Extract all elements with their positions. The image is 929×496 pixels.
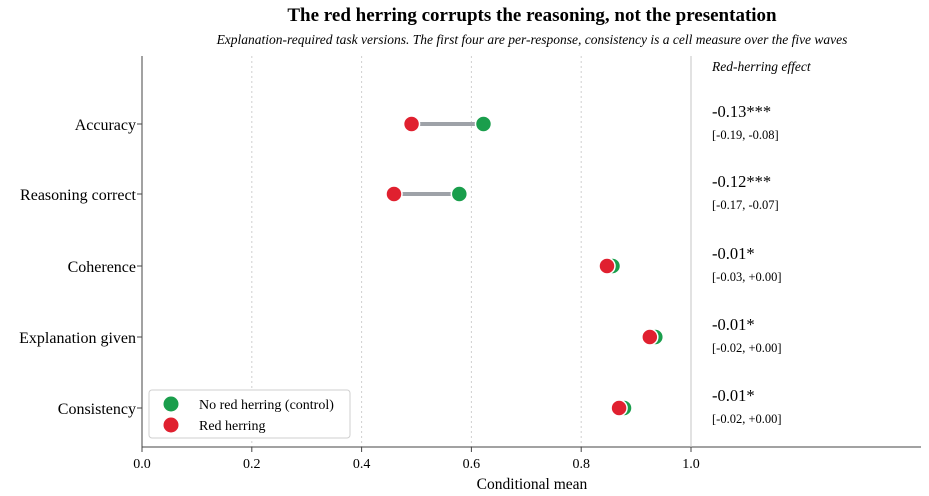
point-red-herring — [641, 328, 659, 346]
chart-subtitle: Explanation-required task versions. The … — [216, 32, 848, 47]
category-label: Accuracy — [75, 117, 136, 134]
x-tick-label: 0.6 — [463, 457, 481, 472]
legend-label-control: No red herring (control) — [199, 398, 334, 413]
point-red-herring — [598, 257, 616, 275]
effect-value: -0.13*** — [712, 102, 771, 121]
category-label: Explanation given — [19, 330, 136, 347]
effect-ci: [-0.17, -0.07] — [712, 198, 779, 212]
gridlines — [251, 56, 582, 447]
x-ticks: 0.0 0.2 0.4 0.6 0.8 1.0 — [133, 447, 700, 472]
x-axis-label: Conditional mean — [477, 476, 588, 493]
legend-box — [148, 389, 351, 439]
effect-value: -0.01* — [712, 315, 755, 334]
point-red-herring — [610, 399, 628, 417]
x-tick-label: 0.4 — [353, 457, 371, 472]
effect-ci: [-0.03, +0.00] — [712, 270, 782, 284]
effect-annotations: -0.13*** [-0.19, -0.08] -0.12*** [-0.17, -0… — [712, 102, 782, 426]
chart-title: The red herring corrupts the reasoning, … — [287, 5, 777, 26]
legend: No red herring (control) Red herring — [148, 389, 351, 439]
effect-value: -0.12*** — [712, 172, 771, 191]
point-red-herring — [385, 185, 403, 203]
effect-value: -0.01* — [712, 386, 755, 405]
legend-marker-red-herring — [163, 417, 179, 433]
x-tick-label: 0.2 — [243, 457, 261, 472]
x-tick-label: 0.0 — [133, 457, 151, 472]
effect-ci: [-0.02, +0.00] — [712, 412, 782, 426]
category-label: Reasoning correct — [20, 187, 137, 204]
x-tick-label: 1.0 — [682, 457, 700, 472]
point-control — [474, 115, 493, 133]
category-labels: Accuracy Reasoning correct Coherence Explan… — [19, 117, 142, 418]
effect-ci: [-0.02, +0.00] — [712, 341, 782, 355]
category-label: Consistency — [58, 401, 136, 418]
effect-ci: [-0.19, -0.08] — [712, 128, 779, 142]
data-points — [385, 115, 665, 417]
point-red-herring — [402, 115, 421, 133]
effect-header: Red-herring effect — [711, 59, 812, 74]
legend-marker-control — [163, 396, 179, 412]
effect-value: -0.01* — [712, 244, 755, 263]
category-label: Coherence — [68, 259, 136, 276]
legend-label-red-herring: Red herring — [199, 419, 265, 434]
point-control — [450, 185, 469, 203]
x-tick-label: 0.8 — [572, 457, 590, 472]
